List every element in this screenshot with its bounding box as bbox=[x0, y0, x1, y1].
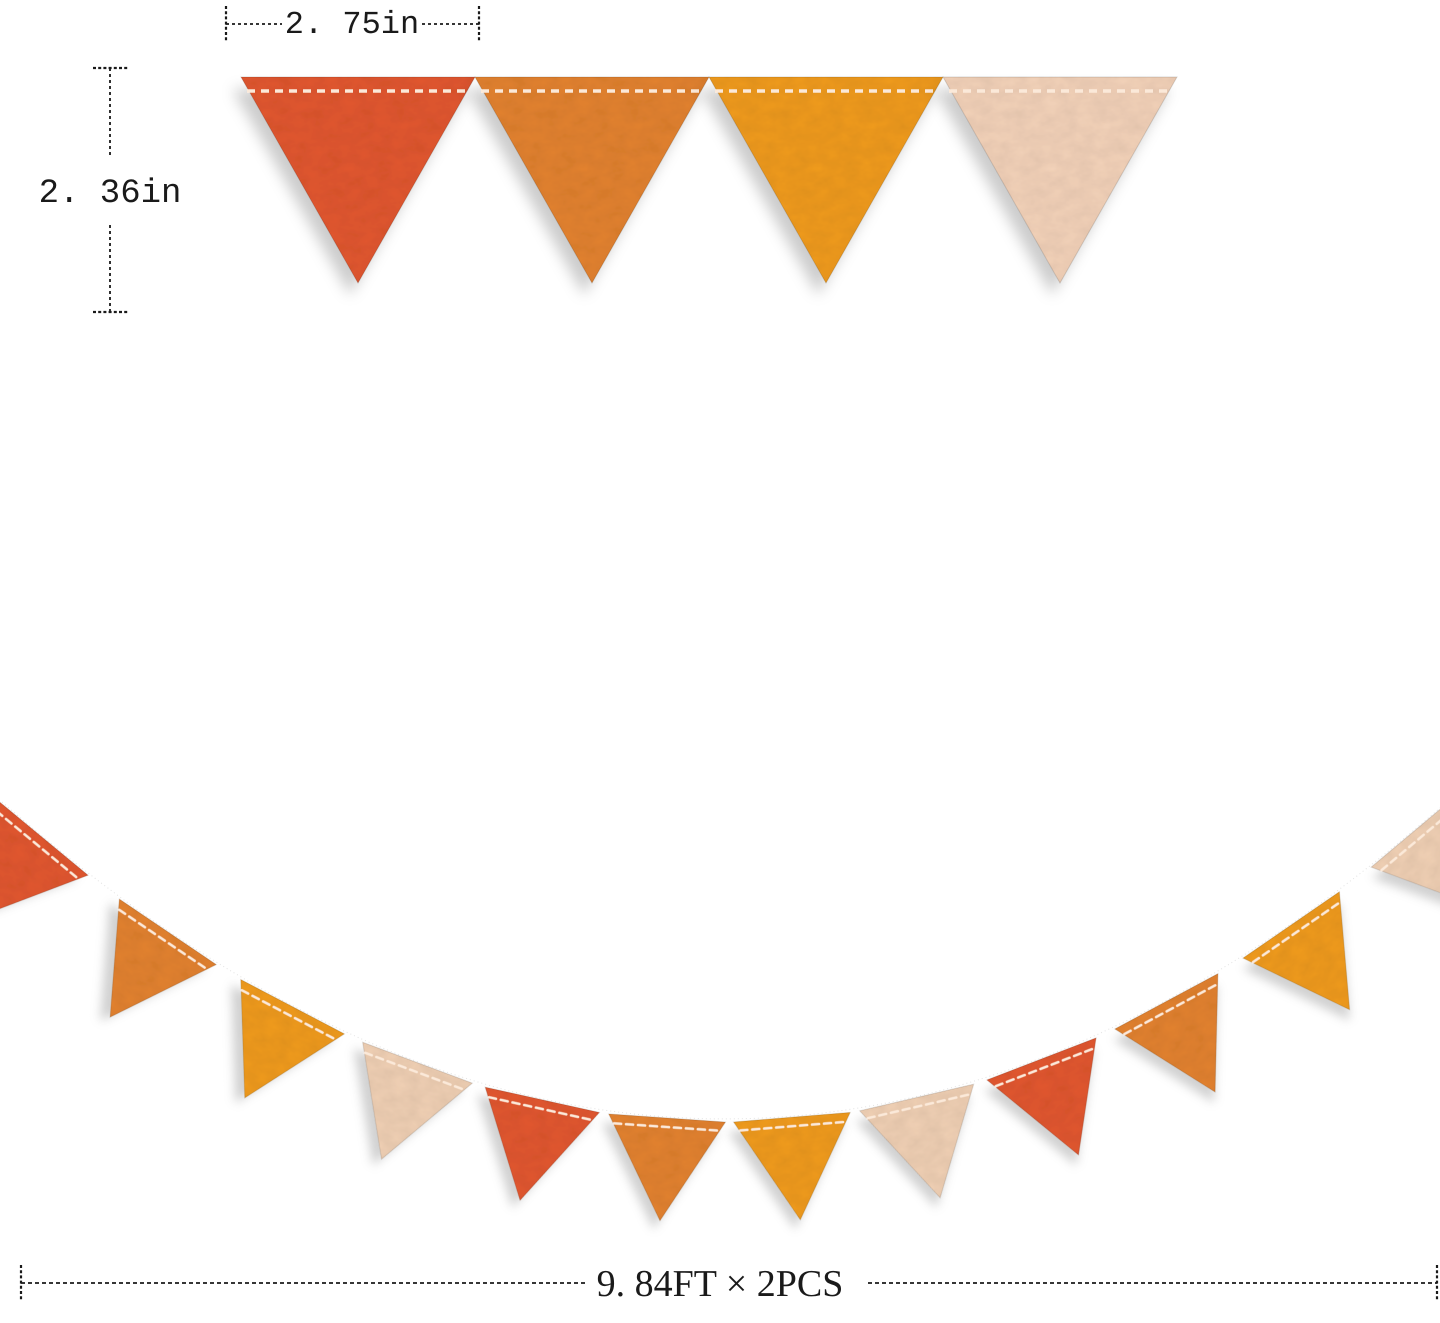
svg-text:9. 84FT × 2PCS: 9. 84FT × 2PCS bbox=[597, 1263, 844, 1305]
svg-text:2. 36in: 2. 36in bbox=[39, 175, 182, 213]
svg-text:2. 75in: 2. 75in bbox=[285, 6, 419, 43]
